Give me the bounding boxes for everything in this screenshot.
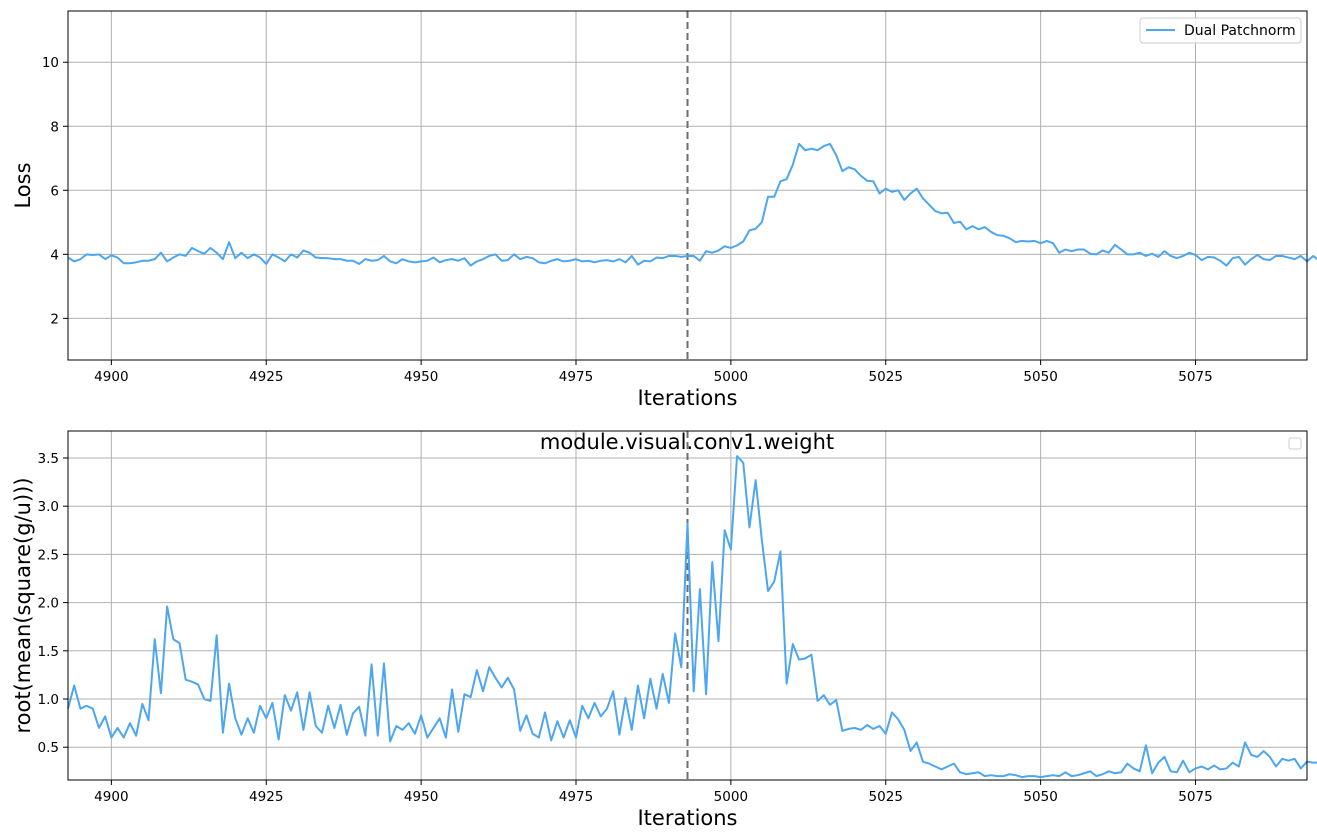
x-tick-label: 4925 [249, 789, 283, 805]
x-tick-label: 5000 [714, 789, 748, 805]
x-tick-label: 5050 [1023, 369, 1057, 385]
x-tick-label: 5025 [869, 369, 903, 385]
loss-x-axis-label: Iterations [637, 386, 737, 410]
x-tick-label: 5000 [714, 369, 748, 385]
y-tick-label: 2 [50, 311, 59, 327]
y-tick-label: 3.0 [38, 499, 59, 515]
series-line-1-0 [67, 455, 1317, 779]
x-tick-label: 4900 [94, 369, 128, 385]
gradient-x-axis-label: Iterations [637, 806, 737, 830]
loss-y-axis-label: Loss [11, 162, 35, 208]
gradient-plot-area [67, 455, 1317, 779]
y-tick-label: 10 [42, 55, 59, 71]
loss-legend: Dual Patchnorm [1139, 17, 1302, 44]
x-tick-label: 4950 [404, 789, 438, 805]
loss-axes-frame [67, 10, 1308, 361]
loss-chart: 4900 4925 4950 4975 5000 5025 5050 5075 2 4 6 8 10 I… [11, 10, 1317, 410]
legend-box [1139, 17, 1302, 44]
loss-ticks: 4900 4925 4950 4975 5000 5025 5050 5075 2 4 6 8 10 [42, 55, 1213, 385]
y-tick-label: 4 [50, 247, 59, 263]
x-tick-label: 5075 [1178, 789, 1212, 805]
gradient-ticks: 4900 4925 4950 4975 5000 5025 5050 5075 0.5 1.0 1.… [38, 451, 1213, 805]
x-tick-label: 4925 [249, 369, 283, 385]
series-line-0-0 [67, 142, 1317, 267]
loss-plot-area [67, 142, 1317, 267]
x-tick-label: 4900 [94, 789, 128, 805]
x-tick-label: 4975 [559, 789, 593, 805]
y-tick-label: 2.0 [38, 596, 59, 612]
y-tick-label: 1.5 [38, 644, 59, 660]
y-tick-label: 3.5 [38, 451, 59, 467]
gradient-chart-title: module.visual.conv1.weight [540, 430, 834, 454]
x-tick-label: 4975 [559, 369, 593, 385]
gradient-ratio-chart: 4900 4925 4950 4975 5000 5025 5050 5075 0.5 1.0 1.… [11, 430, 1317, 830]
x-tick-label: 5050 [1023, 789, 1057, 805]
y-tick-label: 2.5 [38, 547, 59, 563]
y-tick-label: 0.5 [38, 740, 59, 756]
gradient-y-axis-label: root(mean(square(g/u))) [11, 477, 35, 733]
y-tick-label: 8 [50, 119, 59, 135]
gradient-axes-frame [67, 430, 1308, 781]
y-tick-label: 6 [50, 183, 59, 199]
y-tick-label: 1.0 [38, 692, 59, 708]
empty-legend-box [1288, 437, 1302, 450]
legend-label-dual-patchnorm: Dual Patchnorm [1184, 23, 1296, 39]
x-tick-label: 4950 [404, 369, 438, 385]
x-tick-label: 5025 [869, 789, 903, 805]
x-tick-label: 5075 [1178, 369, 1212, 385]
